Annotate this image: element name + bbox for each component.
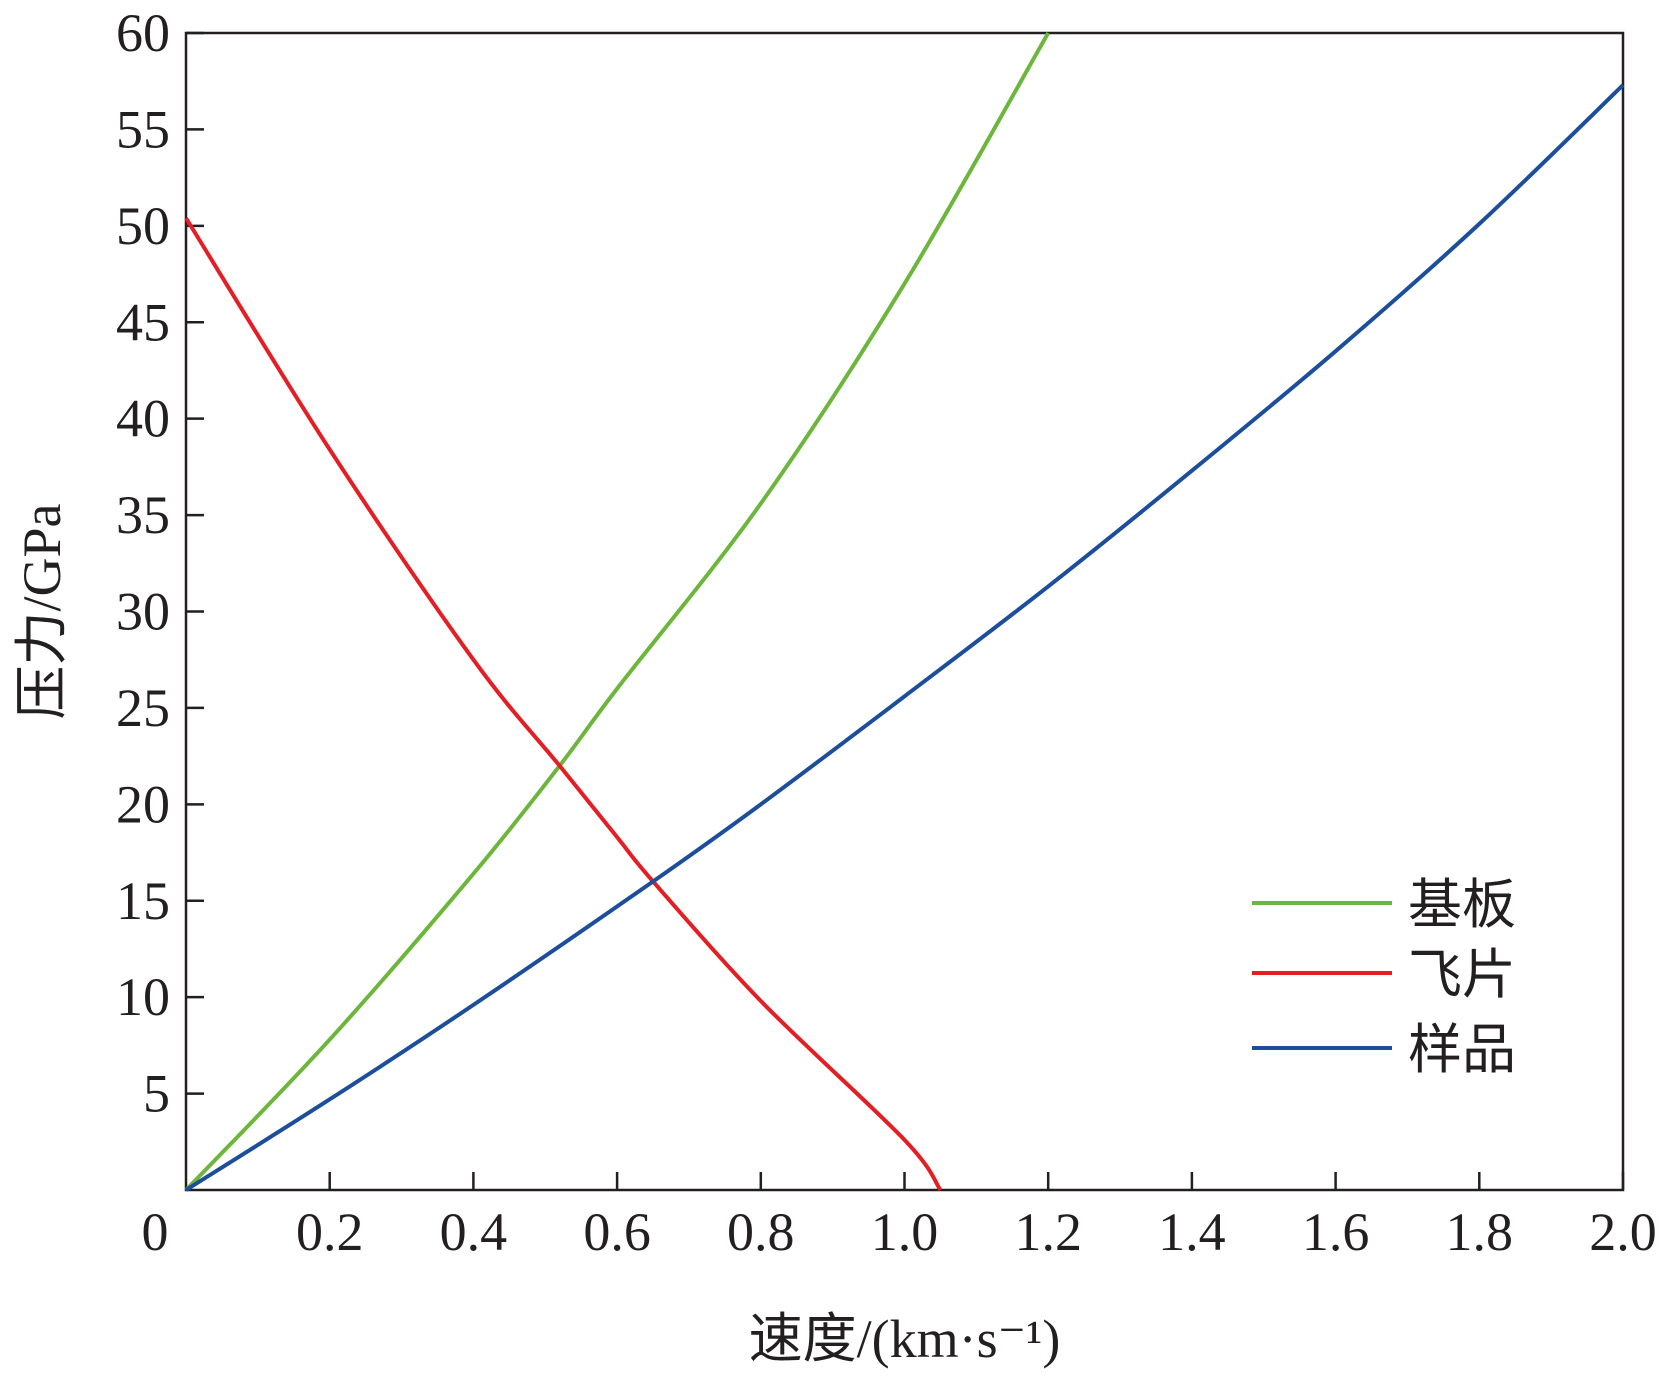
series-line-3 (184, 83, 1625, 1192)
x-tick-label: 0.8 (727, 1202, 795, 1262)
legend-label: 基板 (1408, 873, 1516, 936)
legend-label: 样品 (1408, 1018, 1516, 1081)
series-group (184, 32, 1625, 1192)
x-axis-title: 速度/(km·s⁻¹) (749, 1309, 1061, 1369)
y-tick-label: 55 (116, 99, 170, 159)
y-tick-label: 50 (116, 196, 170, 256)
series-line-1 (184, 32, 1050, 1192)
y-tick-label: 40 (116, 389, 170, 449)
x-tick-label: 1.4 (1158, 1202, 1226, 1262)
x-tick-label: 0.2 (296, 1202, 364, 1262)
x-tick-label: 1.6 (1302, 1202, 1370, 1262)
x-tick-label: 1.8 (1446, 1202, 1514, 1262)
x-tick-label: 0 (142, 1202, 169, 1262)
legend-label: 飞片 (1408, 943, 1516, 1006)
y-tick-label: 45 (116, 292, 170, 352)
y-tick-label: 25 (116, 678, 170, 738)
y-tick-label: 60 (116, 3, 170, 63)
y-tick-label: 20 (116, 774, 170, 834)
x-tick-label: 1.0 (871, 1202, 939, 1262)
y-tick-label: 35 (116, 485, 170, 545)
x-tick-label: 1.2 (1014, 1202, 1082, 1262)
axes: 0 0.2 0.4 0.6 0.8 1.0 1.2 1.4 1.6 1.8 2.0 5 10 15 20 25… (116, 3, 1657, 1262)
y-tick-label: 30 (116, 582, 170, 642)
x-tick-label: 0.6 (583, 1202, 651, 1262)
x-tick-label: 2.0 (1589, 1202, 1657, 1262)
series-line-2 (184, 217, 943, 1192)
y-tick-label: 15 (116, 871, 170, 931)
y-tick-label: 10 (116, 967, 170, 1027)
x-tick-label: 0.4 (440, 1202, 508, 1262)
y-axis-title: 压力/GPa (12, 503, 72, 719)
y-tick-label: 5 (143, 1064, 170, 1124)
